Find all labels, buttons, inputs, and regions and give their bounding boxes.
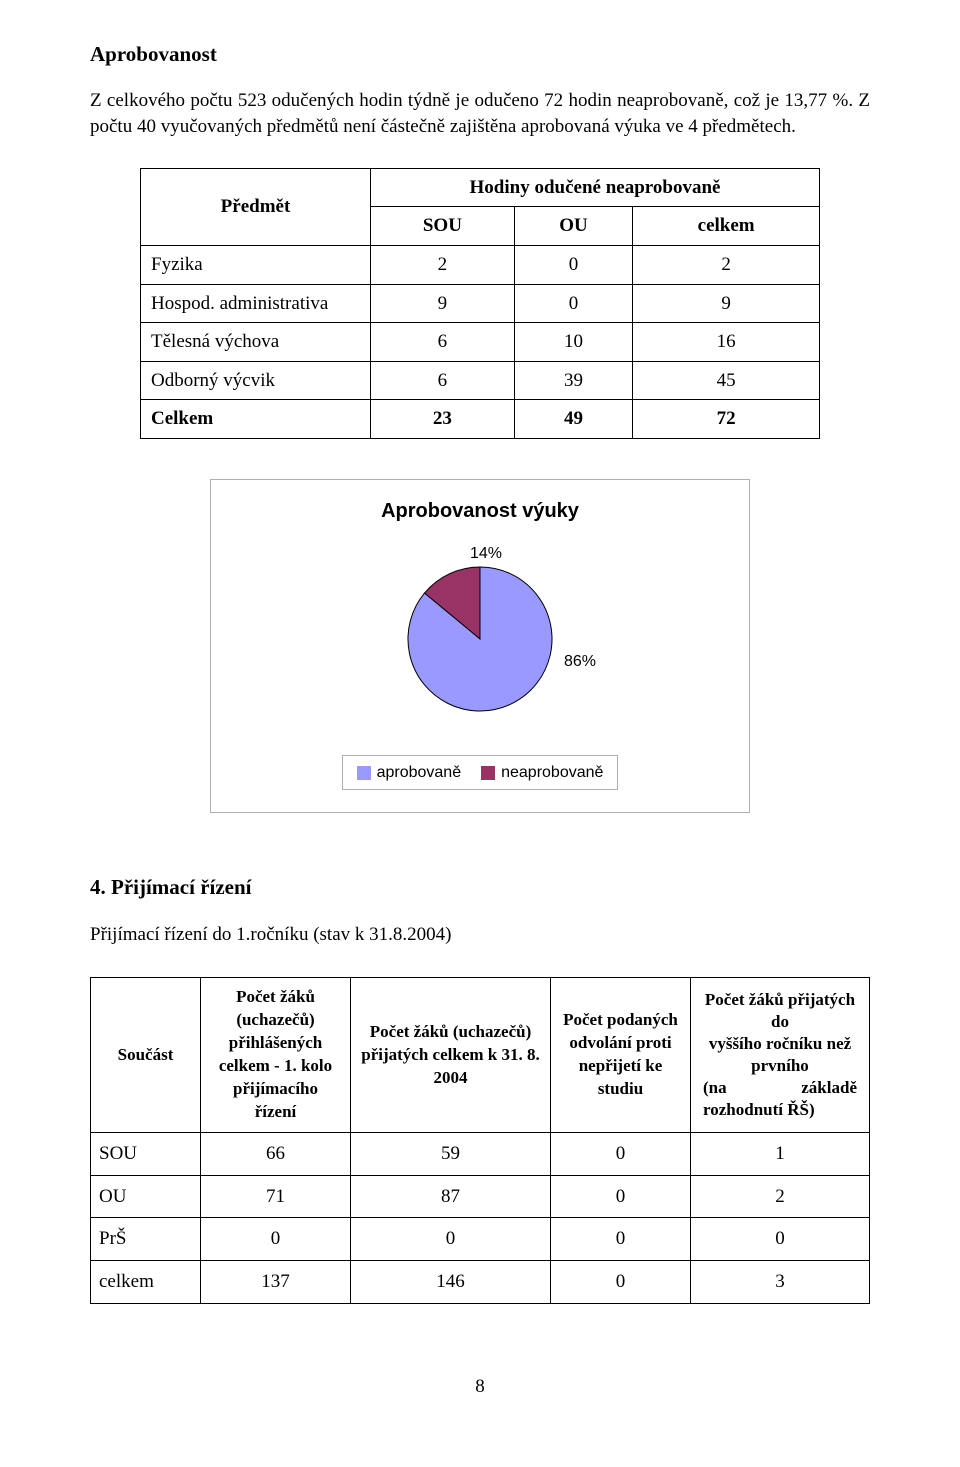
legend-item: aprobovaně — [357, 762, 462, 784]
cell-num: 0 — [514, 245, 632, 284]
table-row-total: Celkem 23 49 72 — [141, 400, 820, 439]
cell-num: 23 — [371, 400, 515, 439]
cell-label: Tělesná výchova — [141, 323, 371, 362]
cell-num: 1 — [691, 1132, 870, 1175]
table-hodiny-neaprobovane: Předmět Hodiny odučené neaprobovaně SOU … — [140, 168, 820, 439]
cell-num: 6 — [371, 361, 515, 400]
cell-num: 0 — [201, 1218, 351, 1261]
th-prihlasenych: Počet žáků (uchazečů) přihlášených celke… — [201, 978, 351, 1133]
cell-num: 39 — [514, 361, 632, 400]
th-predmet: Předmět — [141, 168, 371, 245]
cell-num: 0 — [691, 1218, 870, 1261]
cell-num: 9 — [633, 284, 820, 323]
th-prijatych: Počet žáků (uchazečů) přijatých celkem k… — [351, 978, 551, 1133]
cell-num: 59 — [351, 1132, 551, 1175]
table-row: Fyzika 2 0 2 — [141, 245, 820, 284]
cell-num: 0 — [351, 1218, 551, 1261]
prijimaci-subtext: Přijímací řízení do 1.ročníku (stav k 31… — [90, 922, 870, 948]
cell-num: 9 — [371, 284, 515, 323]
cell-num: 2 — [633, 245, 820, 284]
th-odvolani: Počet podaných odvolání proti nepřijetí … — [551, 978, 691, 1133]
th-vyssiho: Počet žáků přijatých do vyššího ročníku … — [691, 978, 870, 1133]
hdr-justified-line: (na základě — [703, 1077, 857, 1099]
legend-swatch — [357, 766, 371, 780]
hdr-line: vyššího ročníku než prvního — [703, 1033, 857, 1077]
cell-num: 49 — [514, 400, 632, 439]
th-celkem: celkem — [633, 207, 820, 246]
cell-num: 0 — [551, 1132, 691, 1175]
cell-num: 146 — [351, 1260, 551, 1303]
intro-paragraph: Z celkového počtu 523 odučených hodin tý… — [90, 88, 870, 139]
cell-num: 45 — [633, 361, 820, 400]
legend-label: aprobovaně — [377, 764, 462, 781]
hdr-line: rozhodnutí ŘŠ) — [703, 1099, 857, 1121]
heading-prijimaci: 4. Přijímací řízení — [90, 873, 870, 901]
cell-label: Fyzika — [141, 245, 371, 284]
chart-canvas: 14% 86% — [330, 549, 630, 727]
hdr-word: (na — [703, 1077, 727, 1099]
table-row: SOU 66 59 0 1 — [91, 1132, 870, 1175]
cell-label: Hospod. administrativa — [141, 284, 371, 323]
th-ou: OU — [514, 207, 632, 246]
table-row: PrŠ 0 0 0 0 — [91, 1218, 870, 1261]
cell-num: 16 — [633, 323, 820, 362]
cell-label: PrŠ — [91, 1218, 201, 1261]
legend-swatch — [481, 766, 495, 780]
table-row: celkem 137 146 0 3 — [91, 1260, 870, 1303]
hdr-word: základě — [801, 1077, 857, 1099]
cell-label: SOU — [91, 1132, 201, 1175]
table-row: Hospod. administrativa 9 0 9 — [141, 284, 820, 323]
pie-label-large: 86% — [564, 651, 596, 673]
cell-num: 2 — [691, 1175, 870, 1218]
cell-num: 0 — [551, 1260, 691, 1303]
cell-label: Celkem — [141, 400, 371, 439]
table-row: Tělesná výchova 6 10 16 — [141, 323, 820, 362]
cell-label: OU — [91, 1175, 201, 1218]
cell-num: 0 — [551, 1218, 691, 1261]
page-number: 8 — [90, 1374, 870, 1400]
table-row: Odborný výcvik 6 39 45 — [141, 361, 820, 400]
pie-label-small: 14% — [470, 543, 502, 565]
cell-num: 2 — [371, 245, 515, 284]
th-sou: SOU — [371, 207, 515, 246]
cell-num: 0 — [514, 284, 632, 323]
hdr-line: Počet žáků přijatých do — [703, 989, 857, 1033]
cell-label: celkem — [91, 1260, 201, 1303]
cell-num: 6 — [371, 323, 515, 362]
cell-num: 3 — [691, 1260, 870, 1303]
chart-aprobovanost: Aprobovanost výuky 14% 86% aprobovaně ne… — [210, 479, 750, 813]
th-soucast: Součást — [91, 978, 201, 1133]
cell-num: 10 — [514, 323, 632, 362]
pie-chart-svg — [330, 549, 630, 719]
cell-num: 87 — [351, 1175, 551, 1218]
cell-num: 137 — [201, 1260, 351, 1303]
cell-num: 72 — [633, 400, 820, 439]
cell-label: Odborný výcvik — [141, 361, 371, 400]
chart-legend: aprobovaně neaprobovaně — [342, 755, 619, 791]
chart-title: Aprobovanost výuky — [229, 498, 731, 525]
legend-item: neaprobovaně — [481, 762, 603, 784]
table-prijimaci: Součást Počet žáků (uchazečů) přihlášený… — [90, 977, 870, 1303]
heading-aprobovanost: Aprobovanost — [90, 40, 870, 68]
legend-label: neaprobovaně — [501, 764, 603, 781]
cell-num: 71 — [201, 1175, 351, 1218]
cell-num: 0 — [551, 1175, 691, 1218]
th-group: Hodiny odučené neaprobovaně — [371, 168, 820, 207]
cell-num: 66 — [201, 1132, 351, 1175]
table-row: OU 71 87 0 2 — [91, 1175, 870, 1218]
